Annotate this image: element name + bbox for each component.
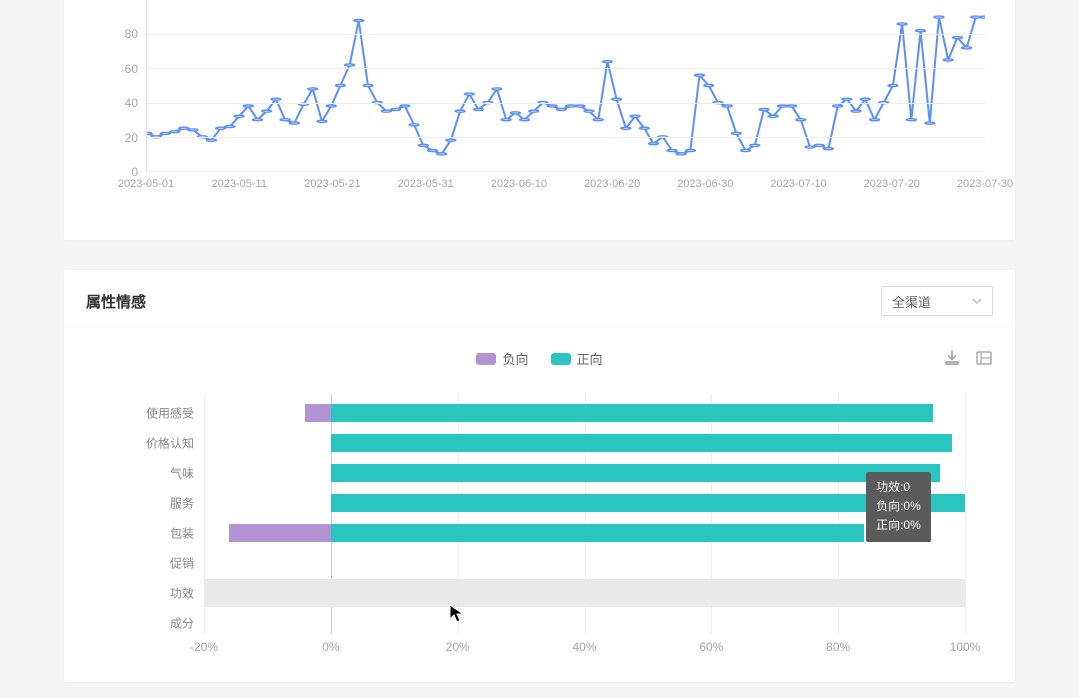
sentiment-bar-chart: 使用感受价格认知气味服务包装促销功效成分 功效:0负向:0%正向:0% -20%… — [104, 394, 975, 662]
bar-category-label: 价格认知 — [146, 435, 194, 452]
bar-category-label: 包装 — [170, 525, 194, 542]
sentiment-header: 属性情感 全渠道 — [64, 270, 1015, 327]
legend-pos[interactable]: 正向 — [551, 349, 603, 368]
trend-x-tick: 2023-07-10 — [770, 178, 826, 190]
chevron-down-icon — [972, 296, 982, 306]
bar-plot-area: 功效:0负向:0%正向:0% — [204, 394, 965, 634]
tooltip-line: 功效:0 — [876, 478, 921, 497]
trend-line-chart: 0 20 40 60 80 2023-05-01 2023-05-11 2023-05-21… — [88, 0, 991, 200]
trend-x-tick: 2023-07-30 — [957, 178, 1013, 190]
bar-category-label: 成分 — [170, 615, 194, 632]
bar-x-tick: 60% — [699, 640, 723, 654]
trend-x-axis: 2023-05-012023-05-112023-05-212023-05-31… — [146, 178, 985, 200]
cursor-icon — [449, 604, 465, 624]
bar-neg-segment — [305, 404, 330, 422]
bar-neg-segment — [229, 524, 330, 542]
bar-pos-segment — [331, 524, 864, 542]
bar-category-label: 使用感受 — [146, 405, 194, 422]
trend-y-tick: 80 — [125, 27, 138, 41]
bar-category-label: 功效 — [170, 585, 194, 602]
bar-category-label: 服务 — [170, 495, 194, 512]
bar-x-tick: 80% — [826, 640, 850, 654]
trend-x-tick: 2023-05-31 — [398, 178, 454, 190]
trend-plot-area — [146, 0, 985, 172]
bar-x-tick: -20% — [190, 640, 218, 654]
download-icon[interactable] — [943, 349, 961, 367]
trend-x-tick: 2023-06-10 — [491, 178, 547, 190]
trend-y-tick: 40 — [125, 96, 138, 110]
channel-select-value: 全渠道 — [892, 292, 931, 311]
bar-row[interactable] — [204, 404, 965, 422]
bar-category-axis: 使用感受价格认知气味服务包装促销功效成分 — [104, 394, 204, 634]
export-icon[interactable] — [975, 349, 993, 367]
trend-x-tick: 2023-05-21 — [304, 178, 360, 190]
trend-x-tick: 2023-05-11 — [211, 178, 266, 190]
bar-x-tick: 0% — [322, 640, 339, 654]
bar-row[interactable] — [204, 494, 965, 512]
bar-x-tick: 100% — [950, 640, 981, 654]
bar-category-label: 气味 — [170, 465, 194, 482]
bar-x-tick: 40% — [572, 640, 596, 654]
trend-svg — [147, 0, 985, 171]
trend-x-tick: 2023-05-01 — [118, 178, 174, 190]
sentiment-card: 属性情感 全渠道 负向 正向 使用感受价格认知气味服务包装促销功效成分 功 — [64, 270, 1015, 682]
tooltip-line: 负向:0% — [876, 497, 921, 516]
legend-neg[interactable]: 负向 — [476, 349, 528, 368]
bar-pos-segment — [331, 404, 933, 422]
channel-select[interactable]: 全渠道 — [881, 286, 993, 316]
bar-row[interactable] — [204, 614, 965, 632]
bar-row[interactable] — [204, 584, 965, 602]
trend-y-tick: 0 — [131, 165, 138, 179]
bar-row[interactable] — [204, 554, 965, 572]
trend-y-axis: 020406080 — [88, 0, 146, 172]
legend-neg-swatch — [476, 353, 496, 365]
legend-neg-label: 负向 — [502, 349, 528, 368]
trend-x-tick: 2023-06-20 — [584, 178, 640, 190]
trend-y-tick: 20 — [125, 131, 138, 145]
trend-x-tick: 2023-06-30 — [677, 178, 733, 190]
legend-pos-label: 正向 — [577, 349, 603, 368]
tooltip-line: 正向:0% — [876, 516, 921, 535]
bar-row[interactable] — [204, 434, 965, 452]
bar-tooltip: 功效:0负向:0%正向:0% — [866, 472, 931, 542]
bar-x-axis: -20%0%20%40%60%80%100% — [204, 640, 965, 662]
bar-row[interactable] — [204, 524, 965, 542]
legend-pos-swatch — [551, 353, 571, 365]
sentiment-legend: 负向 正向 — [64, 349, 1015, 368]
bar-pos-segment — [331, 464, 940, 482]
trend-x-tick: 2023-07-20 — [864, 178, 920, 190]
bar-pos-segment — [331, 434, 952, 452]
bar-category-label: 促销 — [170, 555, 194, 572]
trend-card: 0 20 40 60 80 2023-05-01 2023-05-11 2023-05-21… — [64, 0, 1015, 240]
bar-row[interactable] — [204, 464, 965, 482]
trend-y-tick: 60 — [125, 62, 138, 76]
sentiment-title: 属性情感 — [86, 291, 146, 312]
bar-x-tick: 20% — [446, 640, 470, 654]
chart-actions — [943, 349, 993, 367]
